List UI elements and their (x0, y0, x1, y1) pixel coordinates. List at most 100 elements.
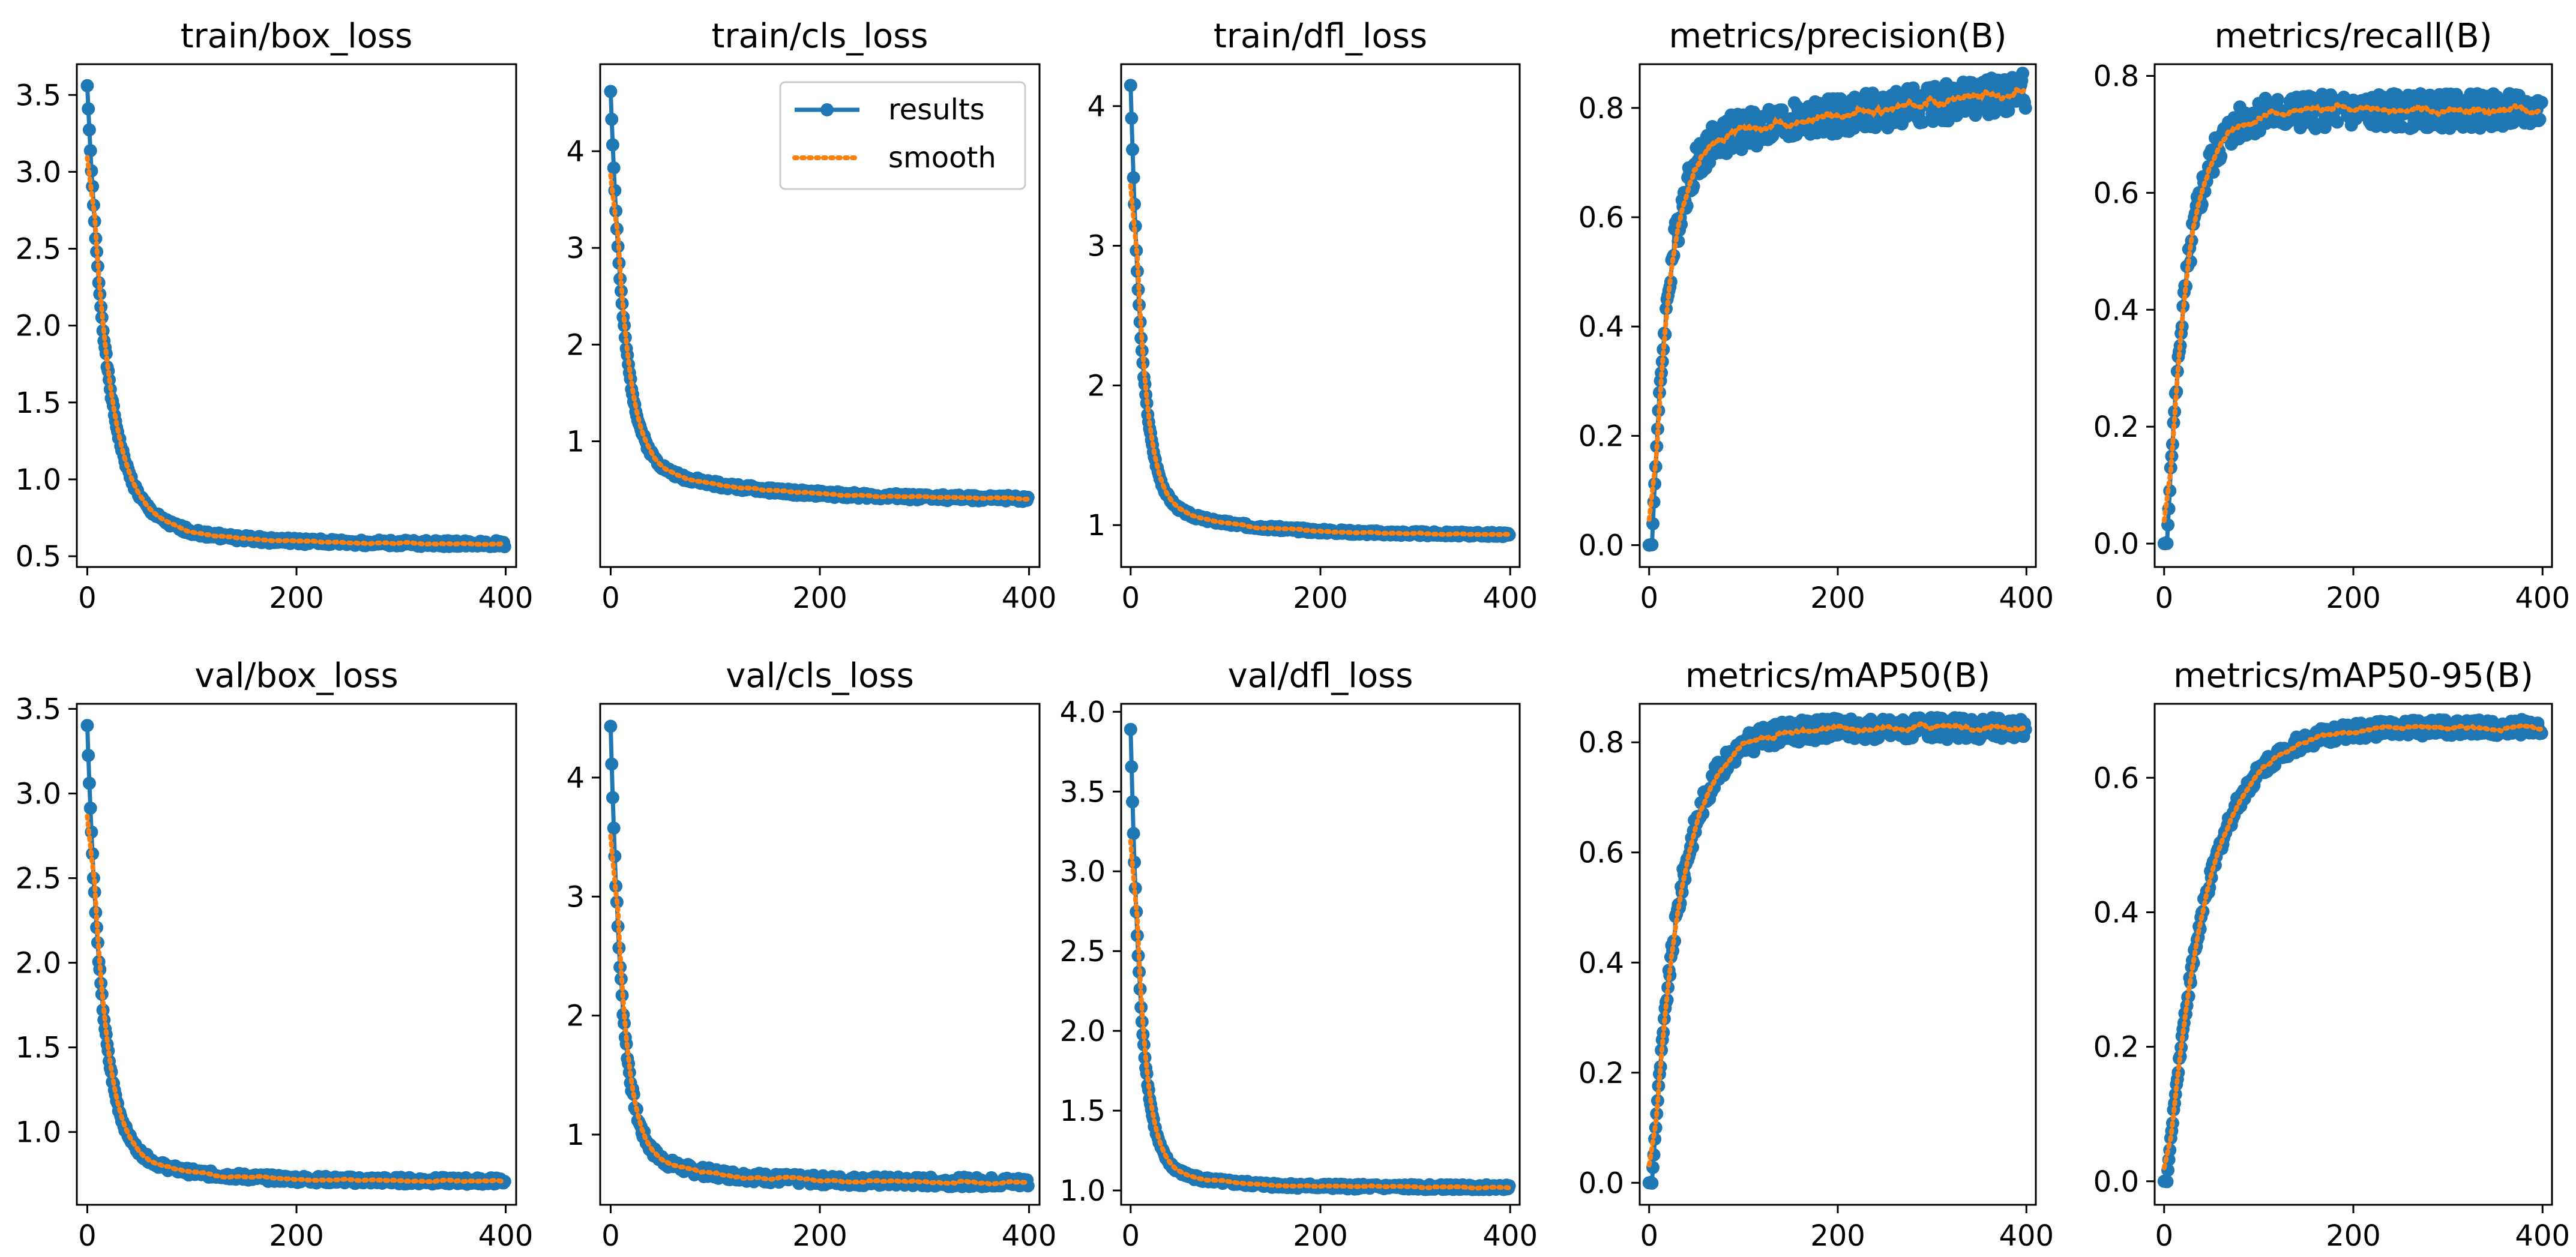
x-tick-label: 0 (2155, 1219, 2173, 1253)
subplot-title: metrics/mAP50(B) (1685, 656, 1990, 695)
y-tick-label: 1.5 (16, 1031, 61, 1065)
results-point (80, 719, 94, 733)
y-tick-label: 0.4 (1578, 310, 1624, 344)
subplot-4: metrics/precision(B) 0 200 400 0.0 0.2 0.4 0.6 0… (1578, 17, 2054, 615)
x-tick-label: 200 (792, 581, 847, 615)
x-tick-label: 0 (1122, 581, 1140, 615)
results-point (498, 1175, 511, 1189)
x-tick-label: 400 (478, 581, 534, 615)
results-point (1124, 722, 1137, 736)
subplot-title: val/cls_loss (726, 656, 914, 695)
results-point (1125, 760, 1139, 773)
y-tick-label: 0.6 (1578, 836, 1624, 870)
results-point (1906, 81, 1920, 95)
results-point (1928, 80, 1942, 94)
y-tick-label: 1 (566, 1118, 585, 1152)
smooth-line (2161, 101, 2544, 523)
results-point (82, 123, 96, 137)
plot-area (80, 719, 511, 1191)
smooth-line (608, 833, 1031, 1187)
results-point (1133, 298, 1146, 312)
x-tick-label: 400 (2515, 1219, 2570, 1253)
y-tick-label: 0.0 (2093, 527, 2139, 561)
y-tick-label: 3 (566, 232, 585, 265)
y-tick-label: 0.2 (2093, 410, 2139, 444)
legend-smooth-label: smooth (888, 141, 996, 175)
results-point (606, 138, 619, 152)
smooth-line (85, 814, 507, 1184)
x-tick-label: 200 (1810, 581, 1865, 615)
y-tick-label: 3.5 (16, 692, 61, 726)
results-point (2018, 101, 2032, 115)
y-tick-label: 0.5 (16, 540, 61, 574)
smooth-line (1646, 85, 2028, 522)
x-tick-label: 400 (1999, 1219, 2054, 1253)
results-point (1125, 112, 1139, 125)
results-point (1127, 171, 1140, 185)
plot-area (1124, 79, 1516, 544)
results-point (1124, 79, 1137, 92)
x-tick-label: 0 (601, 1219, 620, 1253)
results-point (606, 791, 619, 805)
legend-results-label: results (888, 93, 985, 127)
y-tick-label: 2.0 (1060, 1015, 1106, 1048)
x-tick-label: 200 (269, 1219, 324, 1253)
x-tick-label: 200 (1293, 581, 1348, 615)
plot-area (80, 79, 511, 554)
y-tick-label: 3 (1087, 230, 1106, 263)
results-point (2535, 95, 2548, 109)
y-tick-label: 0.8 (1578, 726, 1624, 760)
y-tick-label: 2 (566, 328, 585, 362)
y-tick-label: 0.8 (1578, 92, 1624, 125)
results-point (604, 719, 618, 733)
subplot-title: train/dfl_loss (1214, 17, 1427, 56)
y-tick-label: 2.5 (1060, 935, 1106, 968)
results-point (2160, 1175, 2174, 1189)
y-tick-label: 2 (1087, 369, 1106, 403)
x-tick-label: 0 (78, 581, 97, 615)
results-point (1645, 1176, 1659, 1190)
results-point (2331, 115, 2344, 129)
y-tick-label: 0.4 (2093, 293, 2139, 327)
y-tick-label: 0.6 (2093, 176, 2139, 210)
smooth-line (1128, 183, 1512, 538)
y-tick-label: 1.0 (1060, 1174, 1106, 1208)
results-point (607, 161, 621, 175)
y-tick-label: 4.0 (1060, 695, 1106, 729)
smooth-line (85, 155, 507, 547)
x-tick-label: 400 (1482, 581, 1538, 615)
plot-area (1642, 67, 2032, 552)
x-tick-label: 400 (1482, 1219, 1538, 1253)
x-tick-label: 0 (2155, 581, 2173, 615)
results-point (1916, 115, 1930, 129)
y-tick-label: 3.0 (16, 155, 61, 189)
x-tick-label: 400 (478, 1219, 534, 1253)
subplot-6: val/box_loss 0 200 400 1.0 1.5 2.0 2.5 3.0 3.5 (16, 656, 534, 1253)
y-tick-label: 1.5 (1060, 1094, 1106, 1128)
subplot-1: train/box_loss 0 200 400 0.5 1.0 1.5 2.0 2.5 3.0 3… (16, 17, 534, 615)
x-tick-label: 200 (2326, 581, 2381, 615)
y-tick-label: 3 (566, 880, 585, 914)
results-point (2271, 92, 2284, 106)
y-tick-label: 0.0 (1578, 1166, 1624, 1200)
y-tick-label: 3.5 (16, 79, 61, 112)
y-tick-label: 3.0 (1060, 855, 1106, 889)
subplot-5: metrics/recall(B) 0 200 400 0.0 0.2 0.4 0.6 0.8 (2093, 17, 2570, 615)
x-tick-label: 400 (1002, 581, 1057, 615)
legend-results-marker (820, 103, 834, 116)
results-point (604, 85, 618, 98)
results-point (82, 749, 95, 763)
results-point (2002, 104, 2015, 118)
smooth-line (1646, 721, 2028, 1168)
subplot-title: train/box_loss (181, 17, 413, 56)
results-point (2533, 113, 2547, 127)
y-tick-label: 0.4 (2093, 896, 2139, 929)
plot-area (2157, 713, 2548, 1189)
results-point (83, 801, 97, 815)
results-point (82, 102, 95, 116)
results-point (2160, 536, 2174, 550)
y-tick-label: 4 (566, 135, 585, 169)
subplot-title: metrics/mAP50-95(B) (2173, 656, 2533, 695)
smooth-line (2161, 722, 2544, 1171)
